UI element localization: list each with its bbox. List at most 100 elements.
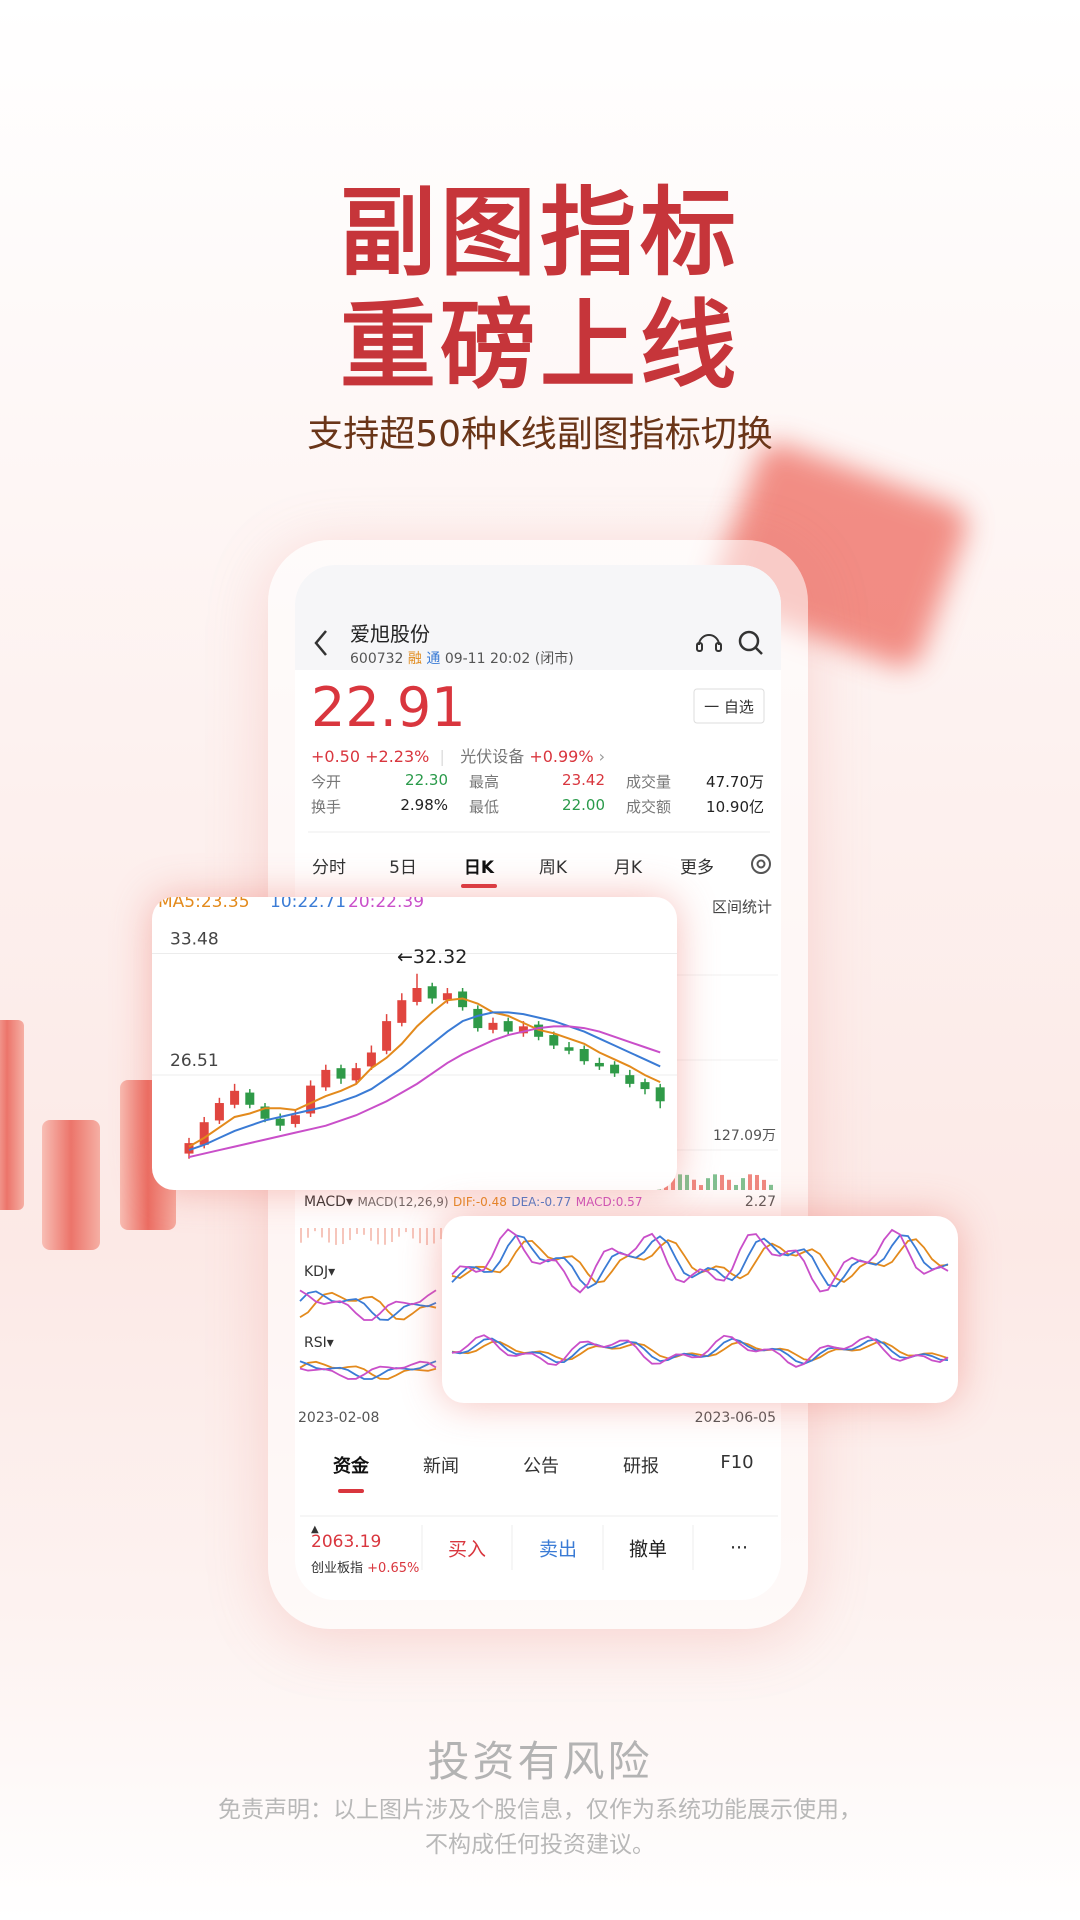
candle-body (655, 1087, 665, 1102)
volume-bar (699, 1185, 703, 1190)
stock-code: 600732 (350, 651, 404, 667)
candle-body (366, 1052, 376, 1067)
macd-bar (328, 1228, 330, 1243)
macd-bar (398, 1228, 400, 1237)
macd-bar (356, 1228, 358, 1234)
volume-bar (685, 1174, 689, 1190)
rsi-label[interactable]: RSI▾ (304, 1335, 334, 1351)
volume-bar (664, 1185, 668, 1190)
volume-bar (713, 1174, 717, 1190)
info-tab[interactable]: 新闻 (423, 1456, 459, 1477)
stat-value: 22.30 (405, 771, 448, 789)
stat-label: 换手 (311, 798, 342, 816)
candle-body (564, 1047, 574, 1051)
macd-bar (412, 1228, 414, 1239)
service-icon[interactable] (696, 634, 722, 652)
candle-body (610, 1064, 620, 1074)
index-change: +0.65% (367, 1561, 420, 1576)
ma-line (188, 1025, 661, 1159)
stat-label: 成交量 (626, 773, 672, 791)
macd-bar (391, 1228, 393, 1243)
kdj-label[interactable]: KDJ▾ (304, 1264, 336, 1280)
change-pct: +2.23% (365, 747, 430, 766)
sector[interactable]: 光伏设备 (460, 747, 525, 766)
indicator-card (442, 1216, 958, 1403)
change-row: +0.50 +2.23% | 光伏设备 +0.99% › (311, 747, 606, 766)
macd-bar (342, 1228, 344, 1245)
kdj-line (299, 1291, 437, 1321)
ma-line (188, 1011, 661, 1152)
candle-body (503, 1021, 513, 1032)
title: 重磅上线 (340, 290, 740, 402)
volume-bar (734, 1184, 738, 1190)
period-tab[interactable]: 日K (463, 858, 495, 878)
back-button[interactable] (314, 630, 327, 656)
action-button[interactable]: 撤单 (628, 1538, 668, 1561)
chart-card: 26.51 33.48 ←32.32 MA5:23.35 10:22.71 20:22.3… (152, 897, 677, 1190)
end-date: 2023-06-05 (694, 1410, 776, 1426)
candle-body (321, 1069, 331, 1088)
watch-button[interactable]: 一 自选 (704, 698, 754, 716)
kdj-line (451, 1238, 949, 1284)
period-tab[interactable]: 更多 (680, 858, 714, 878)
volume-bar (727, 1179, 731, 1190)
rsi-line (451, 1337, 949, 1365)
info-tab[interactable]: F10 (720, 1452, 754, 1473)
volume-bar (748, 1174, 752, 1190)
period-tab[interactable]: 分时 (312, 858, 346, 878)
ma-label: 10:22.71 (270, 897, 346, 912)
candle-body (336, 1068, 346, 1079)
index-name: 创业板指 (311, 1561, 364, 1576)
volume-bar (720, 1174, 724, 1190)
candle-body (594, 1062, 604, 1067)
settings-icon[interactable] (751, 854, 771, 874)
candle-body (275, 1118, 285, 1126)
period-tab[interactable]: 周K (538, 858, 568, 878)
volume-bar (762, 1179, 766, 1190)
watch-button-border (693, 688, 765, 724)
macd-bar (335, 1228, 337, 1245)
rsi-line (299, 1360, 437, 1380)
disclaimer: 不构成任何投资建议。 (425, 1832, 655, 1858)
rsi-line (299, 1360, 437, 1380)
candle-body (184, 1143, 194, 1154)
period-tab[interactable]: 5日 (389, 858, 417, 878)
candle-body (442, 993, 452, 1001)
action-button[interactable]: 买入 (447, 1538, 487, 1561)
volume-bar (769, 1184, 773, 1190)
info-tab[interactable]: 研报 (623, 1456, 659, 1477)
macd-bar (321, 1228, 323, 1238)
stat-value: 22.00 (562, 796, 605, 814)
action-button[interactable]: ··· (729, 1537, 749, 1559)
tag: 通 (426, 651, 441, 667)
ma-line (188, 997, 661, 1148)
candle-body (640, 1082, 650, 1090)
candle-body (518, 1026, 528, 1034)
index-row: 创业板指 +0.65% (311, 1557, 419, 1576)
macd-max: 2.27 (744, 1194, 776, 1210)
info-tab[interactable]: 资金 (333, 1456, 369, 1477)
macd-bar (370, 1228, 372, 1241)
subtitle: 支持超50种K线副图指标切换 (307, 414, 773, 455)
volume-label: 127.09万 (713, 1128, 776, 1144)
range-stats[interactable]: 区间统计 (711, 898, 772, 916)
macd-label[interactable]: MACD▾ (304, 1194, 353, 1210)
candle-body (427, 986, 437, 999)
search-icon[interactable] (738, 630, 763, 655)
y-tick-label: 26.51 (170, 1051, 219, 1071)
candle-body (488, 1022, 498, 1030)
volume-bar (678, 1174, 682, 1190)
macd-bar (307, 1228, 309, 1238)
period-tab[interactable]: 月K (613, 858, 643, 878)
macd-bar (377, 1228, 379, 1245)
candle-body (382, 1021, 392, 1051)
info-tab[interactable]: 公告 (523, 1456, 559, 1477)
candle-body (397, 1000, 407, 1023)
action-button[interactable]: 卖出 (538, 1538, 578, 1561)
volume-bar (671, 1178, 675, 1190)
macd-bar (300, 1228, 302, 1243)
macd-bar (440, 1228, 442, 1240)
macd-dea: DEA:-0.77 (511, 1195, 572, 1209)
rsi-line (451, 1334, 949, 1368)
macd-params: MACD(12,26,9) (357, 1195, 449, 1209)
